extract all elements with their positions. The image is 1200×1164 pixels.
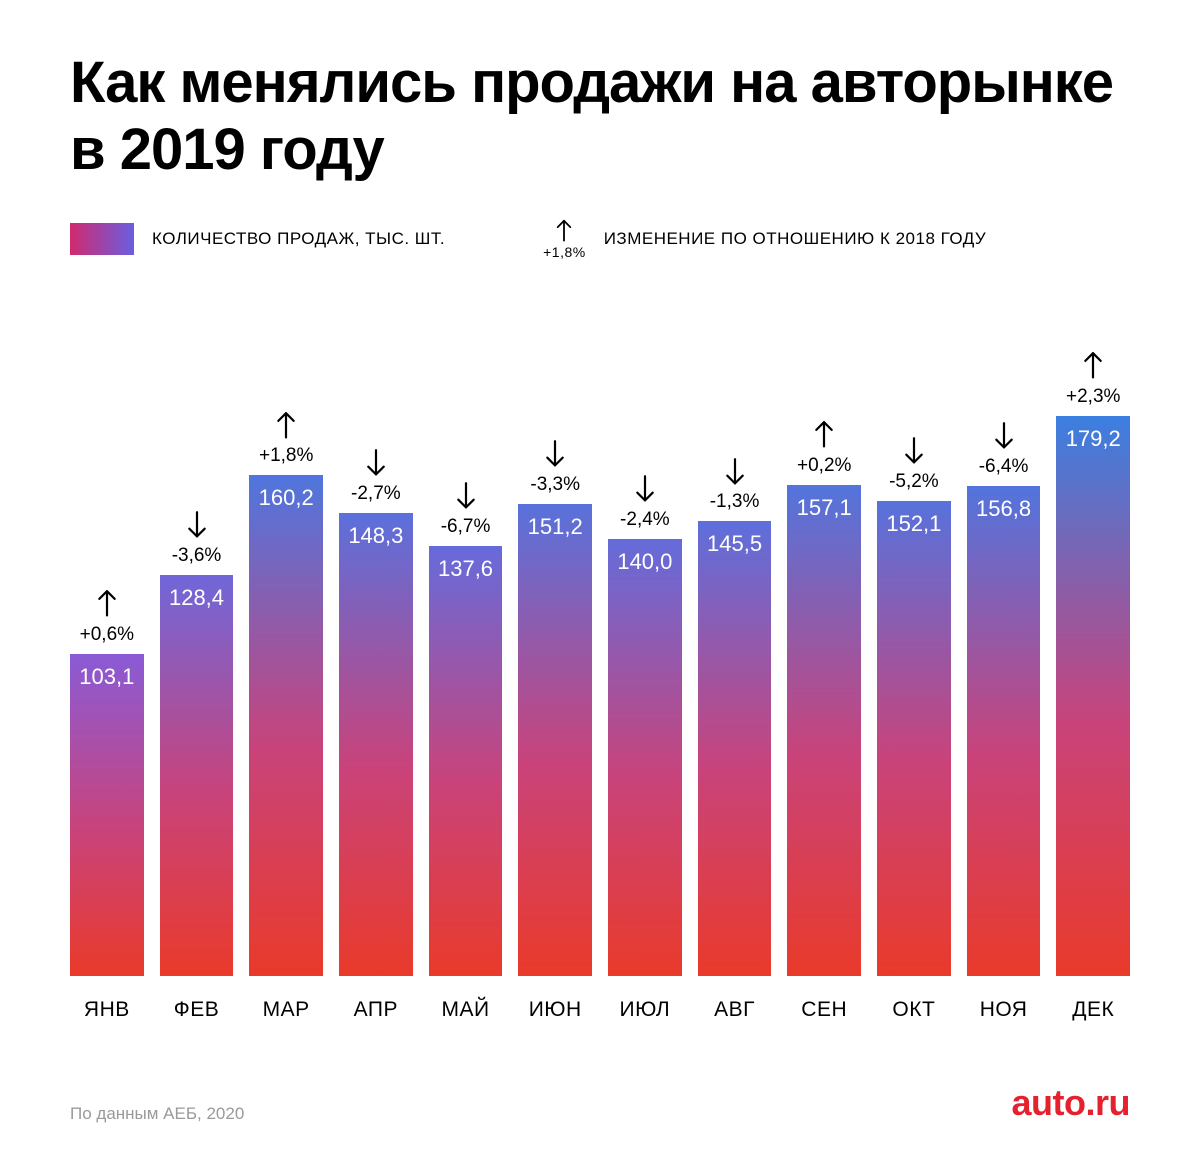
bar-annotation: +1,8% xyxy=(259,411,313,468)
legend-swatch xyxy=(70,223,134,255)
bar-value-label: 156,8 xyxy=(967,496,1041,522)
bar-pct-change: -1,3% xyxy=(710,491,760,513)
bar-annotation: -5,2% xyxy=(889,436,939,493)
bar-pct-change: -6,4% xyxy=(979,456,1029,478)
bar-column: -3,6% 128,4 xyxy=(160,510,234,976)
bar-column: -6,4% 156,8 xyxy=(967,421,1041,976)
x-axis-label: ИЮН xyxy=(518,998,592,1022)
brand-logo: auto.ru xyxy=(1012,1082,1131,1124)
bar-value-label: 128,4 xyxy=(160,585,234,611)
arrow-down-icon xyxy=(993,421,1015,450)
x-axis-label: МАР xyxy=(249,998,323,1022)
bar-annotation: +0,2% xyxy=(797,420,851,477)
arrow-up-icon xyxy=(1082,351,1104,380)
arrow-down-icon xyxy=(724,457,746,486)
bar-value-label: 148,3 xyxy=(339,523,413,549)
bar-pct-change: +2,3% xyxy=(1066,386,1120,408)
arrow-down-icon xyxy=(634,474,656,503)
bar: 157,1 xyxy=(787,485,861,976)
bar: 151,2 xyxy=(518,504,592,977)
x-axis-label: ИЮЛ xyxy=(608,998,682,1022)
legend-arrow-example: +1,8% xyxy=(543,219,586,258)
x-axis-label: МАЙ xyxy=(429,998,503,1022)
chart-footer: По данным АЕБ, 2020 auto.ru xyxy=(70,1082,1130,1124)
bar-value-label: 140,0 xyxy=(608,549,682,575)
bar: 152,1 xyxy=(877,501,951,976)
bar-annotation: -2,7% xyxy=(351,448,401,505)
arrow-up-icon xyxy=(555,219,573,242)
x-axis-label: СЕН xyxy=(787,998,861,1022)
legend-sales-label: КОЛИЧЕСТВО ПРОДАЖ, ТЫС. ШТ. xyxy=(152,229,445,249)
bar-column: +0,2% 157,1 xyxy=(787,420,861,976)
bar-column: -3,3% 151,2 xyxy=(518,439,592,976)
bar-value-label: 179,2 xyxy=(1056,426,1130,452)
bar: 156,8 xyxy=(967,486,1041,976)
bar-pct-change: -3,6% xyxy=(172,545,222,567)
x-axis-label: ФЕВ xyxy=(160,998,234,1022)
bar-annotation: +0,6% xyxy=(80,589,134,646)
x-axis-labels: ЯНВ ФЕВ МАР АПР МАЙ ИЮН ИЮЛ АВГ СЕН ОКТ НОЯ ДЕК xyxy=(70,998,1130,1022)
bar-column: -5,2% 152,1 xyxy=(877,436,951,976)
bar-column: -2,4% 140,0 xyxy=(608,474,682,976)
legend-arrow-pct: +1,8% xyxy=(543,245,586,259)
bar: 148,3 xyxy=(339,513,413,976)
bar-value-label: 157,1 xyxy=(787,495,861,521)
bar-pct-change: -2,4% xyxy=(620,509,670,531)
bar-annotation: +2,3% xyxy=(1066,351,1120,408)
bar-value-label: 145,5 xyxy=(698,531,772,557)
bar-annotation: -3,3% xyxy=(530,439,580,496)
bar-annotation: -3,6% xyxy=(172,510,222,567)
arrow-up-icon xyxy=(96,589,118,618)
bar-pct-change: -6,7% xyxy=(441,516,491,538)
bar-value-label: 160,2 xyxy=(249,485,323,511)
bar-pct-change: +0,6% xyxy=(80,624,134,646)
arrow-down-icon xyxy=(186,510,208,539)
bar-pct-change: +1,8% xyxy=(259,445,313,467)
source-text: По данным АЕБ, 2020 xyxy=(70,1104,244,1124)
bar-annotation: -6,4% xyxy=(979,421,1029,478)
bar-column: -6,7% 137,6 xyxy=(429,481,503,976)
bar-pct-change: -5,2% xyxy=(889,471,939,493)
bar: 128,4 xyxy=(160,575,234,976)
bar-column: +2,3% 179,2 xyxy=(1056,351,1130,976)
bar-value-label: 103,1 xyxy=(70,664,144,690)
x-axis-label: ЯНВ xyxy=(70,998,144,1022)
arrow-down-icon xyxy=(365,448,387,477)
x-axis-label: АВГ xyxy=(698,998,772,1022)
bar: 137,6 xyxy=(429,546,503,976)
x-axis-label: НОЯ xyxy=(967,998,1041,1022)
bar: 145,5 xyxy=(698,521,772,976)
arrow-up-icon xyxy=(275,411,297,440)
arrow-down-icon xyxy=(544,439,566,468)
arrow-down-icon xyxy=(455,481,477,510)
bar-column: +1,8% 160,2 xyxy=(249,411,323,976)
bar-annotation: -1,3% xyxy=(710,457,760,514)
bar-column: +0,6% 103,1 xyxy=(70,589,144,976)
bar-pct-change: -2,7% xyxy=(351,483,401,505)
x-axis-label: АПР xyxy=(339,998,413,1022)
bar-value-label: 151,2 xyxy=(518,514,592,540)
bar-annotation: -2,4% xyxy=(620,474,670,531)
bar-pct-change: +0,2% xyxy=(797,455,851,477)
bar: 179,2 xyxy=(1056,416,1130,976)
chart-title: Как менялись продажи на авторынке в 2019… xyxy=(70,50,1130,183)
bar-annotation: -6,7% xyxy=(441,481,491,538)
arrow-up-icon xyxy=(813,420,835,449)
bar-value-label: 152,1 xyxy=(877,511,951,537)
chart-container: Как менялись продажи на авторынке в 2019… xyxy=(0,0,1200,1164)
legend: КОЛИЧЕСТВО ПРОДАЖ, ТЫС. ШТ. +1,8% ИЗМЕНЕ… xyxy=(70,219,1130,258)
bar: 140,0 xyxy=(608,539,682,977)
bar: 160,2 xyxy=(249,475,323,976)
arrow-down-icon xyxy=(903,436,925,465)
bar-pct-change: -3,3% xyxy=(530,474,580,496)
x-axis-label: ДЕК xyxy=(1056,998,1130,1022)
bar-value-label: 137,6 xyxy=(429,556,503,582)
bar-column: -2,7% 148,3 xyxy=(339,448,413,976)
bar: 103,1 xyxy=(70,654,144,976)
bar-chart: +0,6% 103,1 -3,6% 128,4 +1,8% 160,2 -2,7% 148,3… xyxy=(70,269,1130,984)
bar-column: -1,3% 145,5 xyxy=(698,457,772,976)
x-axis-label: ОКТ xyxy=(877,998,951,1022)
legend-change-label: ИЗМЕНЕНИЕ ПО ОТНОШЕНИЮ К 2018 ГОДУ xyxy=(604,229,987,249)
